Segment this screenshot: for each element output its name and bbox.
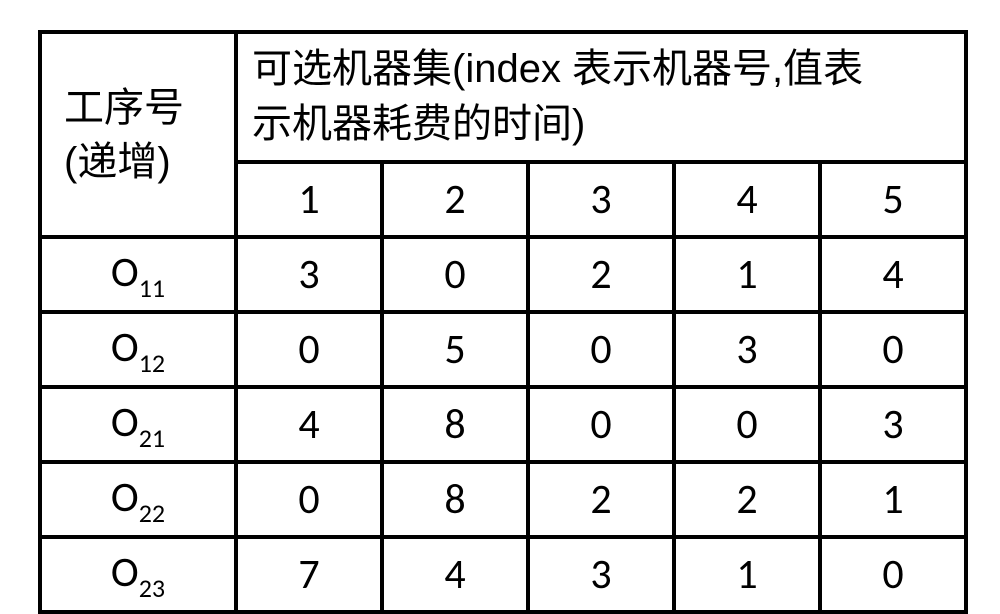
table-row: O11 3 0 2 1 4 <box>40 237 966 312</box>
cell: 0 <box>236 312 382 387</box>
cell: 7 <box>236 537 382 612</box>
cell: 3 <box>820 387 966 462</box>
cell: 8 <box>382 387 528 462</box>
cell: 2 <box>674 462 820 537</box>
cell: 2 <box>528 237 674 312</box>
operation-label: O23 <box>40 537 236 612</box>
row-header-line1: 工序号 <box>64 81 224 135</box>
operation-label: O21 <box>40 387 236 462</box>
cell: 2 <box>528 462 674 537</box>
table-row: O21 4 8 0 0 3 <box>40 387 966 462</box>
machine-time-table: 工序号 (递增) 可选机器集(index 表示机器号,值表 示机器耗费的时间) … <box>38 30 968 614</box>
cell: 4 <box>820 237 966 312</box>
cell: 1 <box>674 537 820 612</box>
cell: 0 <box>674 387 820 462</box>
machine-index-1: 1 <box>236 162 382 237</box>
cell: 0 <box>528 387 674 462</box>
cell: 4 <box>236 387 382 462</box>
machine-index-3: 3 <box>528 162 674 237</box>
cell: 0 <box>820 312 966 387</box>
cell: 0 <box>528 312 674 387</box>
table-row: O12 0 5 0 3 0 <box>40 312 966 387</box>
cell: 3 <box>236 237 382 312</box>
cell: 8 <box>382 462 528 537</box>
machine-index-5: 5 <box>820 162 966 237</box>
table-row: O23 7 4 3 1 0 <box>40 537 966 612</box>
cell: 1 <box>674 237 820 312</box>
cell: 0 <box>820 537 966 612</box>
operation-label: O22 <box>40 462 236 537</box>
operation-label: O11 <box>40 237 236 312</box>
row-header-label: 工序号 (递增) <box>40 32 236 237</box>
machine-group-header: 可选机器集(index 表示机器号,值表 示机器耗费的时间) <box>236 32 966 162</box>
cell: 4 <box>382 537 528 612</box>
table-row: O22 0 8 2 2 1 <box>40 462 966 537</box>
cell: 3 <box>528 537 674 612</box>
cell: 1 <box>820 462 966 537</box>
cell: 5 <box>382 312 528 387</box>
machine-group-line2: 示机器耗费的时间) <box>252 97 954 152</box>
operation-label: O12 <box>40 312 236 387</box>
machine-index-4: 4 <box>674 162 820 237</box>
cell: 3 <box>674 312 820 387</box>
row-header-line2: (递增) <box>64 135 224 189</box>
machine-index-2: 2 <box>382 162 528 237</box>
cell: 0 <box>236 462 382 537</box>
table-header-row-1: 工序号 (递增) 可选机器集(index 表示机器号,值表 示机器耗费的时间) <box>40 32 966 162</box>
cell: 0 <box>382 237 528 312</box>
machine-group-line1: 可选机器集(index 表示机器号,值表 <box>252 42 954 97</box>
